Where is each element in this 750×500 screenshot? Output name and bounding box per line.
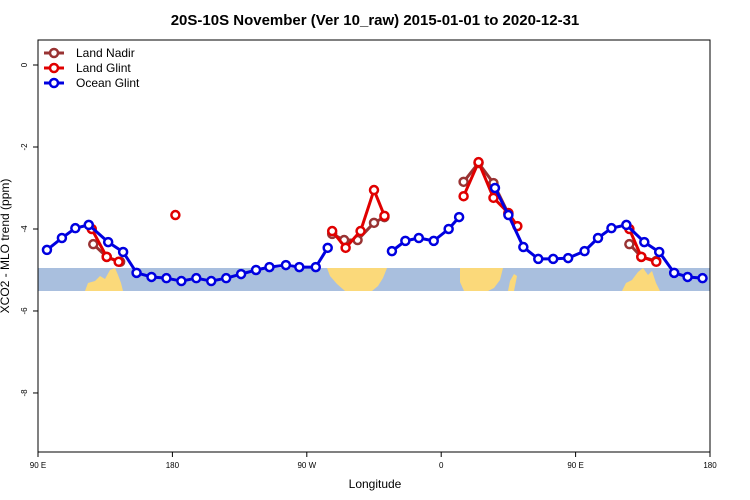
series-point: [146, 271, 157, 283]
series-point: [489, 182, 501, 194]
x-tick-label: 90 E: [30, 461, 46, 470]
legend-label: Land Glint: [76, 61, 131, 75]
series-point: [488, 192, 499, 204]
series-point: [379, 210, 390, 222]
series-point: [453, 211, 465, 223]
series-point: [205, 275, 217, 287]
series-point: [131, 267, 142, 279]
y-tick-label: -6: [20, 307, 29, 315]
series-point: [101, 251, 112, 263]
series-point: [280, 259, 292, 271]
series-point: [518, 241, 529, 253]
y-tick-label: -2: [20, 143, 29, 151]
series-point: [533, 253, 544, 265]
series-point: [310, 261, 322, 273]
y-tick-label: -8: [20, 389, 29, 397]
series-point: [428, 235, 439, 247]
series-point: [102, 236, 114, 248]
x-tick-label: 90 W: [297, 461, 316, 470]
series-point: [697, 272, 708, 284]
series-point: [326, 225, 338, 237]
series-point: [400, 235, 411, 247]
series-point: [41, 244, 53, 256]
series-point: [653, 246, 665, 258]
series-point: [56, 232, 68, 244]
x-axis-label: Longitude: [349, 477, 402, 491]
series-point: [592, 232, 604, 244]
series-point: [503, 209, 514, 221]
x-tick-label: 90 E: [567, 461, 583, 470]
y-tick-label: -4: [20, 225, 29, 233]
series-point: [458, 176, 469, 188]
series-point: [650, 256, 662, 268]
series-point: [636, 251, 647, 263]
series-point: [191, 272, 202, 284]
legend-label: Land Nadir: [76, 46, 135, 60]
series-point: [83, 219, 95, 231]
series-point: [443, 223, 454, 235]
x-tick-label: 180: [703, 461, 717, 470]
y-tick-label: 0: [20, 62, 29, 67]
legend-label: Ocean Glint: [76, 76, 140, 90]
series-point: [368, 184, 380, 196]
series-point: [340, 242, 351, 254]
series-point: [264, 261, 275, 273]
series-point: [579, 245, 590, 257]
series-point: [621, 219, 632, 231]
series-point: [606, 222, 617, 234]
series-point: [220, 272, 232, 284]
legend-marker: [48, 47, 60, 59]
series-point: [113, 256, 124, 268]
series-point: [117, 246, 129, 258]
series-point: [668, 267, 680, 279]
series-point: [682, 271, 693, 283]
series-point: [458, 190, 469, 202]
y-axis-label: XCO2 - MLO trend (ppm): [0, 179, 12, 314]
chart-title: 20S-10S November (Ver 10_raw) 2015-01-01…: [171, 12, 580, 29]
series-point: [70, 222, 81, 234]
series-point: [624, 238, 635, 250]
series-point: [547, 253, 559, 265]
series-point: [161, 272, 172, 284]
series-point: [294, 261, 305, 273]
series-line: [46, 187, 703, 283]
land-mask: [85, 268, 660, 291]
plot-frame: [37, 39, 711, 453]
series-point: [88, 238, 99, 250]
series-point: [355, 225, 366, 237]
series-point: [170, 209, 181, 221]
series-point: [368, 217, 380, 229]
x-tick-label: 180: [166, 461, 180, 470]
series-point: [473, 156, 484, 168]
legend-marker: [48, 62, 60, 74]
legend-marker: [48, 77, 60, 89]
series-point: [250, 264, 262, 276]
series-point: [639, 236, 650, 248]
series-point: [322, 242, 333, 254]
series-point: [413, 232, 425, 244]
series-point: [562, 252, 574, 264]
series-point: [386, 245, 398, 257]
series-point: [176, 275, 187, 287]
series-point: [235, 268, 247, 280]
x-tick-label: 0: [439, 461, 444, 470]
